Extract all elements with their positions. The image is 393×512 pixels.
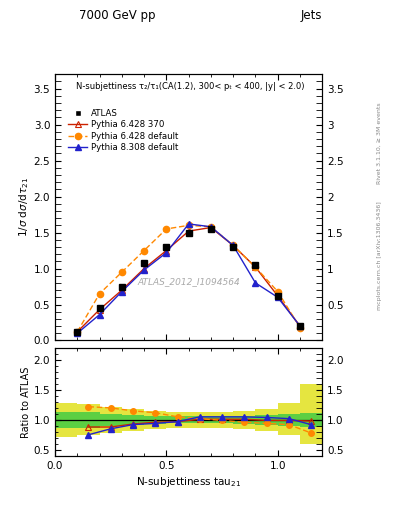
Text: N-subjettiness τ₂/τ₁(CA(1.2), 300< pₜ < 400, |y| < 2.0): N-subjettiness τ₂/τ₁(CA(1.2), 300< pₜ < … xyxy=(76,82,305,91)
Text: ATLAS_2012_I1094564: ATLAS_2012_I1094564 xyxy=(137,278,240,286)
Text: Rivet 3.1.10, ≥ 3M events: Rivet 3.1.10, ≥ 3M events xyxy=(377,102,382,184)
X-axis label: N-subjettiness tau$_{21}$: N-subjettiness tau$_{21}$ xyxy=(136,475,241,489)
Legend: ATLAS, Pythia 6.428 370, Pythia 6.428 default, Pythia 8.308 default: ATLAS, Pythia 6.428 370, Pythia 6.428 de… xyxy=(65,105,182,156)
Y-axis label: 1/$\sigma$ d$\sigma$/d$\tau$$_{21}$: 1/$\sigma$ d$\sigma$/d$\tau$$_{21}$ xyxy=(17,177,31,238)
Y-axis label: Ratio to ATLAS: Ratio to ATLAS xyxy=(21,366,31,438)
Text: 7000 GeV pp: 7000 GeV pp xyxy=(79,9,155,22)
Text: mcplots.cern.ch [arXiv:1306.3436]: mcplots.cern.ch [arXiv:1306.3436] xyxy=(377,202,382,310)
Text: Jets: Jets xyxy=(301,9,322,22)
